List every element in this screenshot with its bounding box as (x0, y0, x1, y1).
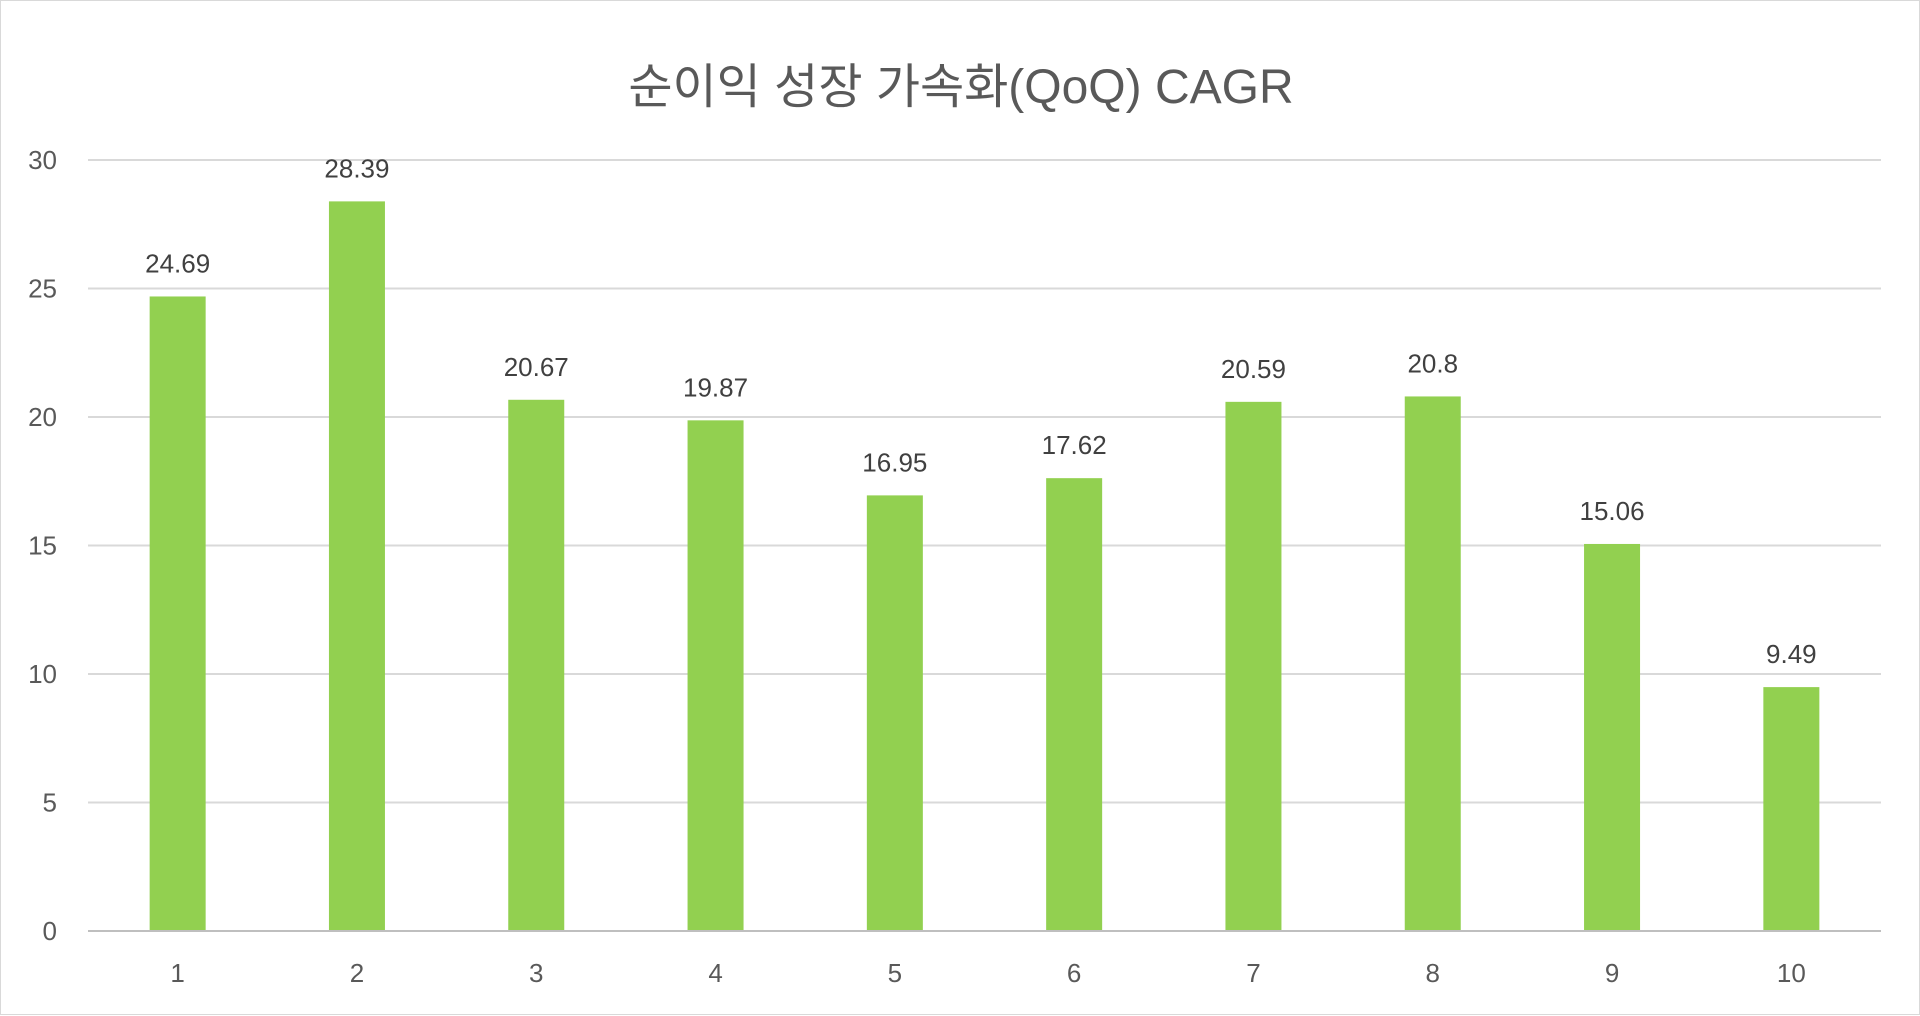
x-tick-label: 9 (1605, 958, 1619, 988)
bar (508, 399, 565, 931)
data-label: 20.8 (1407, 348, 1458, 378)
axes: 0 5 10 15 20 25 30 1 2 3 4 5 6 7 8 9 10 (28, 145, 1881, 988)
data-label: 20.67 (504, 352, 569, 382)
data-label: 15.06 (1580, 496, 1645, 526)
data-label: 9.49 (1766, 639, 1817, 669)
bar (687, 420, 744, 931)
data-label: 19.87 (683, 372, 748, 402)
x-tick-label: 5 (888, 958, 902, 988)
x-tick-label: 10 (1777, 958, 1806, 988)
data-label: 28.39 (324, 153, 389, 183)
y-tick-label: 20 (28, 402, 57, 432)
data-label: 16.95 (862, 447, 927, 477)
y-tick-label: 15 (28, 531, 57, 561)
chart-title: 순이익 성장 가속화(QoQ) CAGR (628, 61, 1294, 114)
y-tick-label: 30 (28, 145, 57, 175)
x-tick-label: 1 (170, 958, 184, 988)
y-tick-label: 25 (28, 274, 57, 304)
bar (866, 495, 923, 931)
bar (149, 296, 206, 931)
bar (1046, 478, 1103, 931)
x-tick-label: 4 (708, 958, 722, 988)
bar (1584, 543, 1641, 931)
y-tick-label: 0 (43, 916, 57, 946)
bar (328, 201, 385, 931)
data-labels: 24.69 28.39 20.67 19.87 16.95 17.62 20.59 20.8 1… (145, 153, 1817, 669)
y-tick-label: 10 (28, 659, 57, 689)
x-tick-label: 7 (1246, 958, 1260, 988)
bar (1225, 401, 1282, 931)
data-label: 24.69 (145, 248, 210, 278)
y-tick-label: 5 (43, 788, 57, 818)
data-label: 20.59 (1221, 354, 1286, 384)
bar (1404, 396, 1461, 931)
bars (149, 201, 1820, 931)
x-tick-label: 3 (529, 958, 543, 988)
x-tick-label: 2 (350, 958, 364, 988)
x-tick-label: 8 (1426, 958, 1440, 988)
gridlines (88, 159, 1881, 804)
x-tick-label: 6 (1067, 958, 1081, 988)
bar (1763, 687, 1820, 931)
data-label: 17.62 (1042, 430, 1107, 460)
